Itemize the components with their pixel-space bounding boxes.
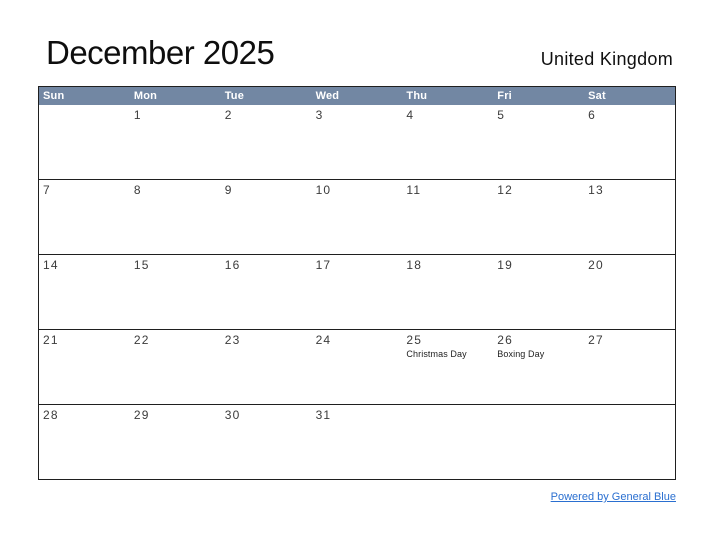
day-cell xyxy=(493,405,584,479)
date-number: 26 xyxy=(497,333,514,347)
date-number: 30 xyxy=(224,408,241,422)
day-cell: 26 Boxing Day xyxy=(493,330,584,404)
date-number: 11 xyxy=(406,183,422,197)
day-header-fri: Fri xyxy=(497,90,512,102)
date-number: 14 xyxy=(43,258,59,272)
date-number xyxy=(39,105,130,108)
date-number: 19 xyxy=(497,258,514,272)
day-cell: 5 xyxy=(493,105,584,179)
day-cell: 13 xyxy=(584,180,675,254)
powered-by-general-blue-link[interactable]: Powered by General Blue xyxy=(550,491,676,503)
date-number: 18 xyxy=(406,258,423,272)
calendar-table: Sun Mon Tue Wed Thu Fri Sat 1 2 3 4 5 6 7 8 9 10 11 12 13 1… xyxy=(38,86,676,480)
day-cell: 12 xyxy=(493,180,584,254)
date-number: 31 xyxy=(315,408,332,422)
date-number: 3 xyxy=(315,108,324,122)
region-label: United Kingdom xyxy=(540,49,673,69)
date-number: 20 xyxy=(588,258,604,272)
day-header-thu: Thu xyxy=(406,90,428,102)
day-header-sat: Sat xyxy=(588,90,606,102)
day-cell: 14 xyxy=(39,255,130,329)
calendar-month-title: December 2025 xyxy=(46,34,275,71)
day-cell: 4 xyxy=(402,105,493,179)
day-cell: 16 xyxy=(221,255,312,329)
calendar-weekday-header-row: Sun Mon Tue Wed Thu Fri Sat xyxy=(39,87,675,105)
week-row: 14 15 16 17 18 19 20 xyxy=(39,254,675,329)
day-cell: 24 xyxy=(312,330,403,404)
day-cell: 1 xyxy=(130,105,221,179)
date-number: 15 xyxy=(133,258,150,272)
date-number: 21 xyxy=(43,333,59,347)
date-number: 4 xyxy=(406,108,415,122)
date-number: 8 xyxy=(133,183,142,197)
date-number: 27 xyxy=(588,333,604,347)
day-cell: 19 xyxy=(493,255,584,329)
day-cell: 31 xyxy=(312,405,403,479)
day-cell: 17 xyxy=(312,255,403,329)
date-number: 12 xyxy=(497,183,514,197)
day-cell: 21 xyxy=(39,330,130,404)
date-number xyxy=(584,405,675,408)
day-cell: 7 xyxy=(39,180,130,254)
day-cell: 18 xyxy=(402,255,493,329)
day-cell: 25 Christmas Day xyxy=(402,330,493,404)
date-number: 10 xyxy=(315,183,332,197)
day-cell: 29 xyxy=(130,405,221,479)
day-cell: 22 xyxy=(130,330,221,404)
day-cell: 9 xyxy=(221,180,312,254)
date-number: 1 xyxy=(133,108,142,122)
week-row: 7 8 9 10 11 12 13 xyxy=(39,179,675,254)
date-number: 2 xyxy=(224,108,233,122)
day-cell: 30 xyxy=(221,405,312,479)
day-cell xyxy=(584,405,675,479)
day-cell: 28 xyxy=(39,405,130,479)
day-header-tue: Tue xyxy=(224,90,245,102)
date-number: 13 xyxy=(588,183,604,197)
day-cell xyxy=(39,105,130,179)
date-number: 17 xyxy=(315,258,332,272)
date-number: 28 xyxy=(43,408,59,422)
day-cell: 20 xyxy=(584,255,675,329)
day-cell: 6 xyxy=(584,105,675,179)
week-row: 21 22 23 24 25 Christmas Day 26 Boxing Day 27 xyxy=(39,329,675,404)
day-cell xyxy=(402,405,493,479)
day-cell: 2 xyxy=(221,105,312,179)
date-number: 6 xyxy=(588,108,597,122)
date-number: 23 xyxy=(224,333,241,347)
day-header-mon: Mon xyxy=(133,90,158,102)
holiday-label: Christmas Day xyxy=(406,349,467,359)
date-number: 22 xyxy=(133,333,150,347)
day-cell: 8 xyxy=(130,180,221,254)
day-cell: 10 xyxy=(312,180,403,254)
date-number xyxy=(402,405,493,408)
date-number: 7 xyxy=(43,183,51,197)
day-cell: 23 xyxy=(221,330,312,404)
date-number: 29 xyxy=(133,408,150,422)
holiday-label: Boxing Day xyxy=(497,349,545,359)
day-cell: 3 xyxy=(312,105,403,179)
week-row: 28 29 30 31 xyxy=(39,404,675,479)
date-number: 9 xyxy=(224,183,233,197)
calendar-body: 1 2 3 4 5 6 7 8 9 10 11 12 13 14 15 16 17 18 19 20 21 22 23 24 2… xyxy=(39,105,675,479)
date-number xyxy=(493,405,584,408)
date-number: 24 xyxy=(315,333,332,347)
date-number: 5 xyxy=(497,108,506,122)
date-number: 25 xyxy=(406,333,423,347)
day-cell: 11 xyxy=(402,180,493,254)
day-cell: 27 xyxy=(584,330,675,404)
day-cell: 15 xyxy=(130,255,221,329)
day-header-sun: Sun xyxy=(43,90,65,102)
day-header-wed: Wed xyxy=(315,90,340,102)
date-number: 16 xyxy=(224,258,241,272)
week-row: 1 2 3 4 5 6 xyxy=(39,105,675,179)
